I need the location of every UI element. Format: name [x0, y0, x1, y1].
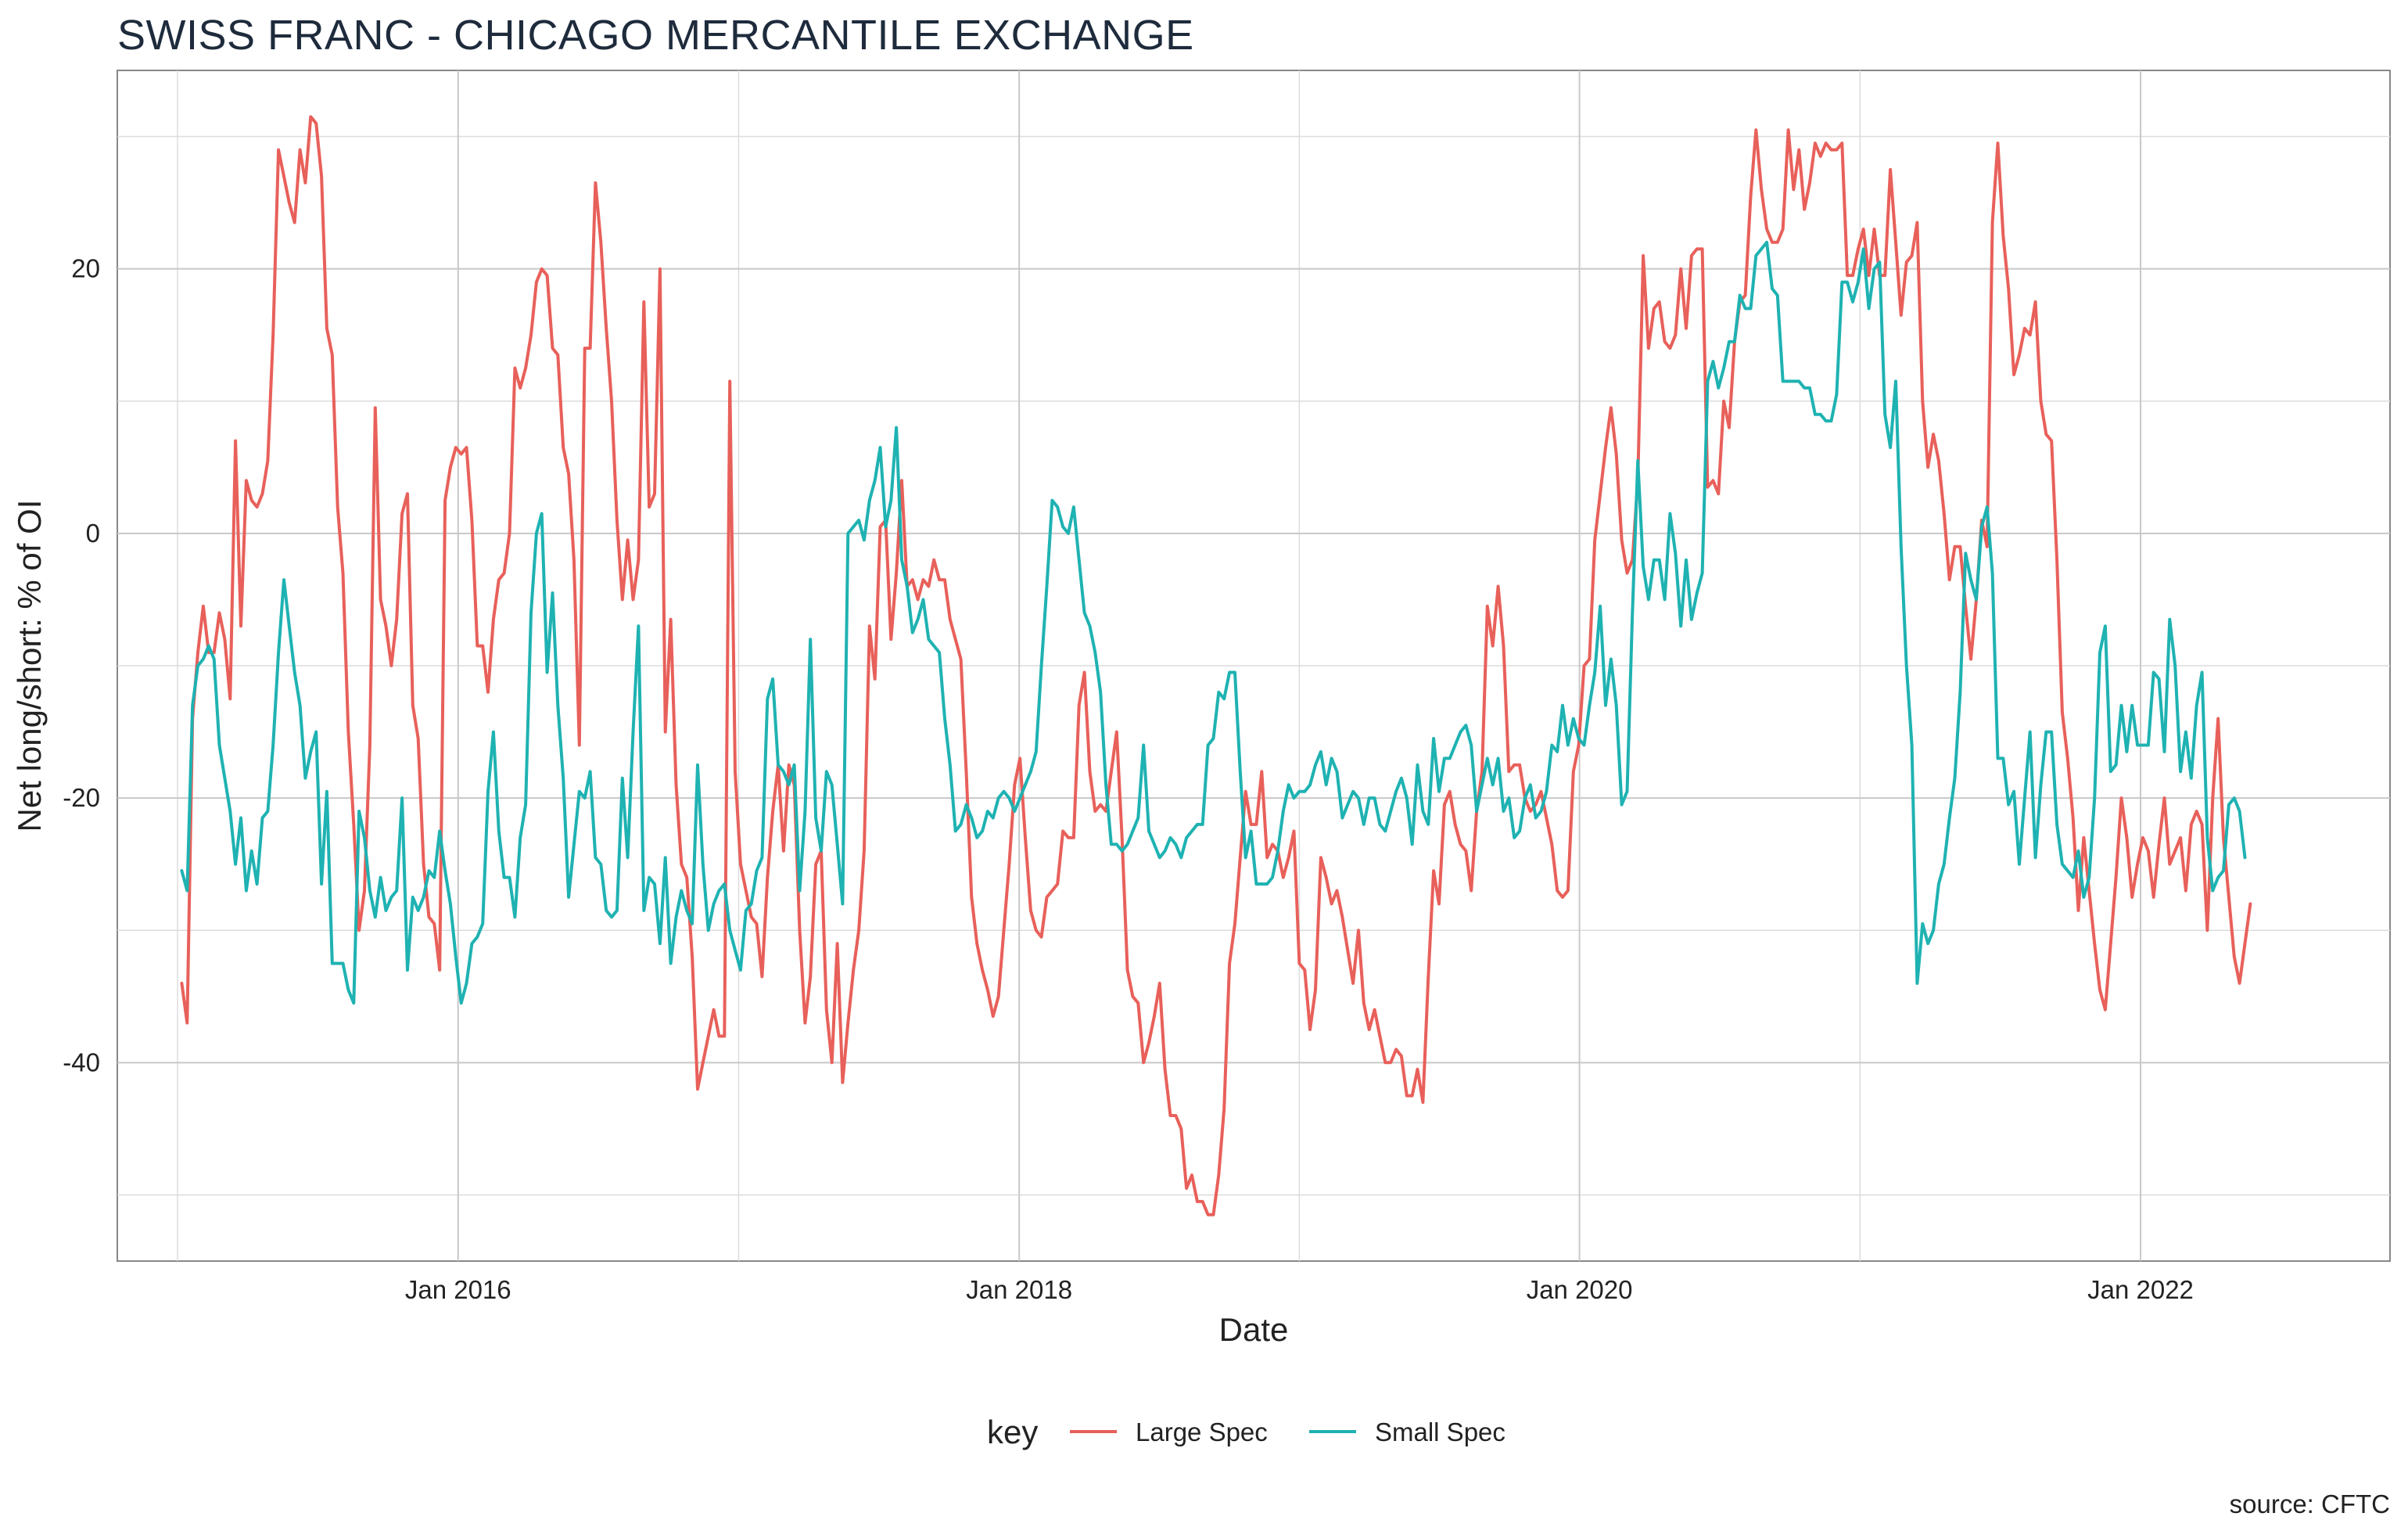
y-tick-label: 0 [86, 519, 100, 548]
x-tick-label: Jan 2020 [1527, 1275, 1633, 1304]
x-tick-label: Jan 2022 [2087, 1275, 2194, 1304]
y-tick-label: -40 [63, 1047, 100, 1076]
y-tick-label: -20 [63, 783, 100, 812]
series-layer [180, 115, 2252, 1216]
legend-label-large-spec: Large Spec [1136, 1418, 1268, 1446]
caption-source: source: CFTC [2230, 1489, 2390, 1518]
y-tick-labels: 20 0 -20 -40 [63, 254, 100, 1077]
y-axis-title: Net long/short: % of OI [11, 500, 48, 832]
legend-title: key [987, 1414, 1038, 1450]
legend: key Large Spec Small Spec [987, 1414, 1505, 1450]
x-tick-labels: Jan 2016 Jan 2018 Jan 2020 Jan 2022 [405, 1275, 2194, 1304]
series-line-large-spec [180, 115, 2252, 1216]
y-tick-label: 20 [71, 254, 100, 283]
x-axis-title: Date [1219, 1311, 1289, 1348]
x-tick-label: Jan 2018 [966, 1275, 1072, 1304]
x-tick-label: Jan 2016 [405, 1275, 511, 1304]
series-line-small-spec [180, 240, 2247, 1005]
chart-title: SWISS FRANC - CHICAGO MERCANTILE EXCHANG… [117, 12, 1194, 59]
legend-label-small-spec: Small Spec [1375, 1418, 1505, 1446]
